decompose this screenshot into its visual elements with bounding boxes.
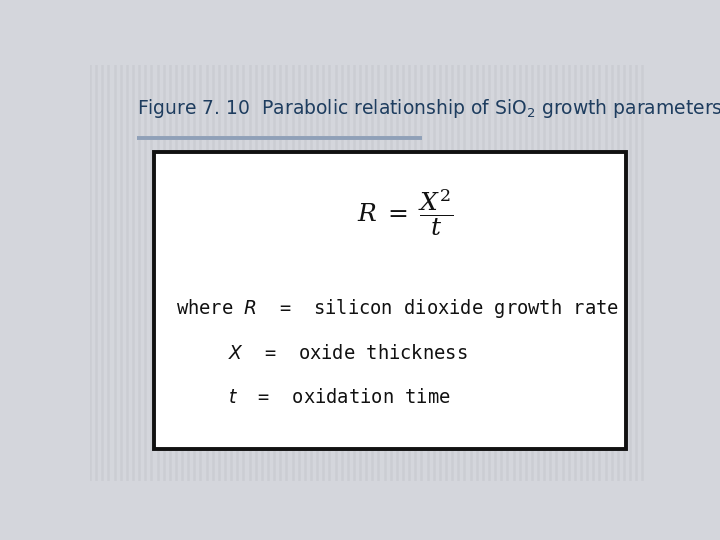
Text: Figure 7. 10  Parabolic relationship of SiO$_2$ growth parameters.: Figure 7. 10 Parabolic relationship of S… bbox=[138, 97, 720, 120]
Text: $R \;=\; \dfrac{X^2}{t}$: $R \;=\; \dfrac{X^2}{t}$ bbox=[357, 187, 454, 238]
Text: $X$  =  oxide thickness: $X$ = oxide thickness bbox=[228, 345, 467, 363]
Text: $t$  =  oxidation time: $t$ = oxidation time bbox=[228, 388, 451, 407]
FancyBboxPatch shape bbox=[154, 152, 626, 449]
Text: where $R$  =  silicon dioxide growth rate: where $R$ = silicon dioxide growth rate bbox=[176, 296, 619, 320]
